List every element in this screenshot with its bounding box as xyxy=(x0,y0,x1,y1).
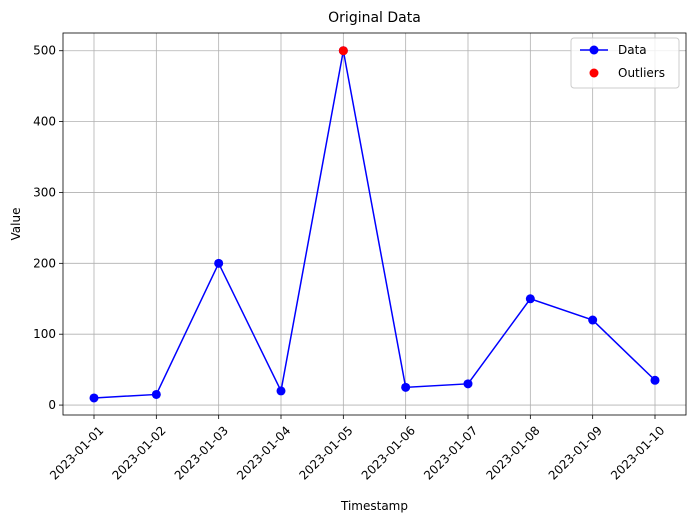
x-axis-label: Timestamp xyxy=(340,499,408,513)
chart-title: Original Data xyxy=(328,10,421,26)
outlier-point xyxy=(338,46,348,56)
y-axis-label: Value xyxy=(9,208,23,241)
data-point xyxy=(89,393,99,403)
data-point xyxy=(214,258,224,268)
y-tick-label: 500 xyxy=(33,44,56,58)
x-gridlines xyxy=(93,33,656,415)
data-point xyxy=(401,382,411,392)
y-tick-label: 400 xyxy=(33,115,56,129)
data-point xyxy=(463,379,473,389)
legend-data-marker xyxy=(589,45,599,55)
y-tick-label: 300 xyxy=(33,185,56,199)
y-tick-label: 100 xyxy=(33,327,56,341)
plot-area xyxy=(63,33,686,415)
legend-label-outliers: Outliers xyxy=(618,66,665,80)
outlier-layer xyxy=(338,46,348,56)
data-point xyxy=(276,386,286,396)
series-line-data xyxy=(93,50,656,399)
data-point xyxy=(525,294,535,304)
data-point xyxy=(588,315,598,325)
legend: Data Outliers xyxy=(570,37,680,89)
y-axis-ticks: 0 100 200 300 400 500 xyxy=(33,44,63,412)
plot-frame xyxy=(62,32,687,416)
data-point xyxy=(650,375,660,385)
legend-outlier-marker xyxy=(589,68,599,78)
y-tick-label: 200 xyxy=(33,256,56,270)
y-tick-label: 0 xyxy=(48,398,56,412)
legend-label-data: Data xyxy=(618,43,647,57)
data-point xyxy=(151,389,161,399)
